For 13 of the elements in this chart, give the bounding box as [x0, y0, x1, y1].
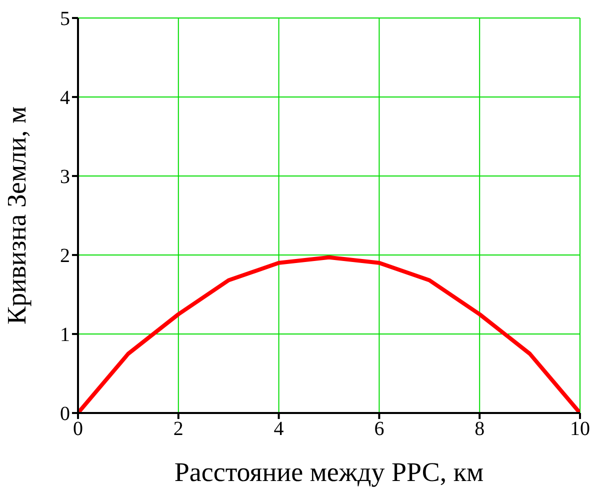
- y-axis-title: Кривизна Земли, м: [2, 106, 32, 325]
- y-tick-label: 4: [60, 87, 70, 110]
- y-tick-label: 1: [60, 324, 70, 346]
- y-tick-label: 2: [60, 245, 70, 268]
- x-tick-label: 10: [570, 418, 590, 440]
- x-tick-label: 4: [274, 418, 284, 440]
- y-tick-label: 3: [60, 166, 70, 188]
- y-tick-label: 5: [60, 8, 70, 30]
- x-tick-label: 6: [374, 418, 384, 440]
- x-tick-label: 2: [173, 418, 184, 440]
- x-tick-label: 8: [474, 418, 485, 440]
- y-tick-label: 0: [60, 403, 70, 426]
- x-axis-title: Расстояние между РРС, км: [174, 457, 484, 487]
